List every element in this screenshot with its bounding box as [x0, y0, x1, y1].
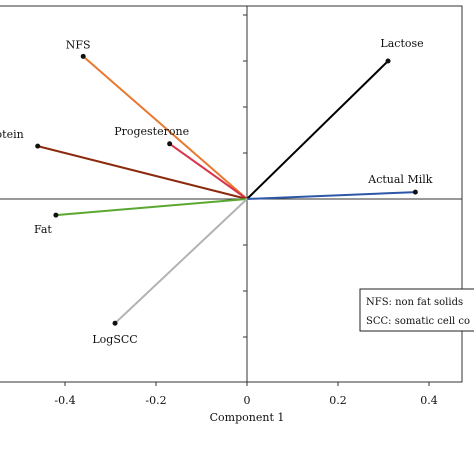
vector-logscc — [114, 198, 248, 324]
loading-points — [35, 53, 418, 326]
x-axis-title: Component 1 — [210, 411, 285, 424]
vector-actual-milk — [246, 191, 416, 200]
point-progesterone — [167, 141, 173, 147]
point-logscc — [112, 320, 118, 326]
label-fat: Fat — [34, 223, 52, 236]
legend-line-scc: SCC: somatic cell co — [366, 316, 470, 327]
point-actual-milk — [412, 189, 418, 195]
abbreviation-legend: NFS: non fat solids SCC: somatic cell co — [359, 288, 474, 332]
legend-line-nfs: NFS: non fat solids — [366, 297, 463, 308]
label-lactose: Lactose — [380, 37, 423, 50]
variable-labels: Lactose Actual Milk NFS Progesterone Protein… — [0, 37, 433, 346]
point-fat — [53, 212, 59, 218]
x-tick-label: 0 — [244, 394, 251, 407]
plot-border — [0, 5, 463, 383]
loading-vectors — [37, 55, 416, 324]
legend-box — [359, 288, 474, 332]
plot-frame — [0, 5, 463, 383]
label-protein: Protein — [0, 128, 24, 141]
x-tick-label: -0.2 — [145, 394, 166, 407]
point-protein — [35, 143, 41, 149]
label-nfs: NFS — [66, 38, 91, 51]
x-tick-label: 0.4 — [420, 394, 438, 407]
axis-ticks: -0.4 -0.2 0 0.2 0.4 — [54, 14, 438, 407]
label-progesterone: Progesterone — [114, 125, 189, 138]
vector-protein — [37, 145, 248, 200]
x-tick-label: -0.4 — [54, 394, 75, 407]
vector-fat — [55, 198, 248, 217]
point-lactose — [385, 58, 391, 64]
vector-progesterone — [169, 142, 248, 200]
point-nfs — [80, 53, 86, 59]
label-logscc: LogSCC — [92, 333, 137, 346]
vector-lactose — [246, 60, 389, 200]
x-tick-label: 0.2 — [329, 394, 347, 407]
label-actual-milk: Actual Milk — [367, 173, 432, 186]
vector-nfs — [82, 55, 248, 200]
